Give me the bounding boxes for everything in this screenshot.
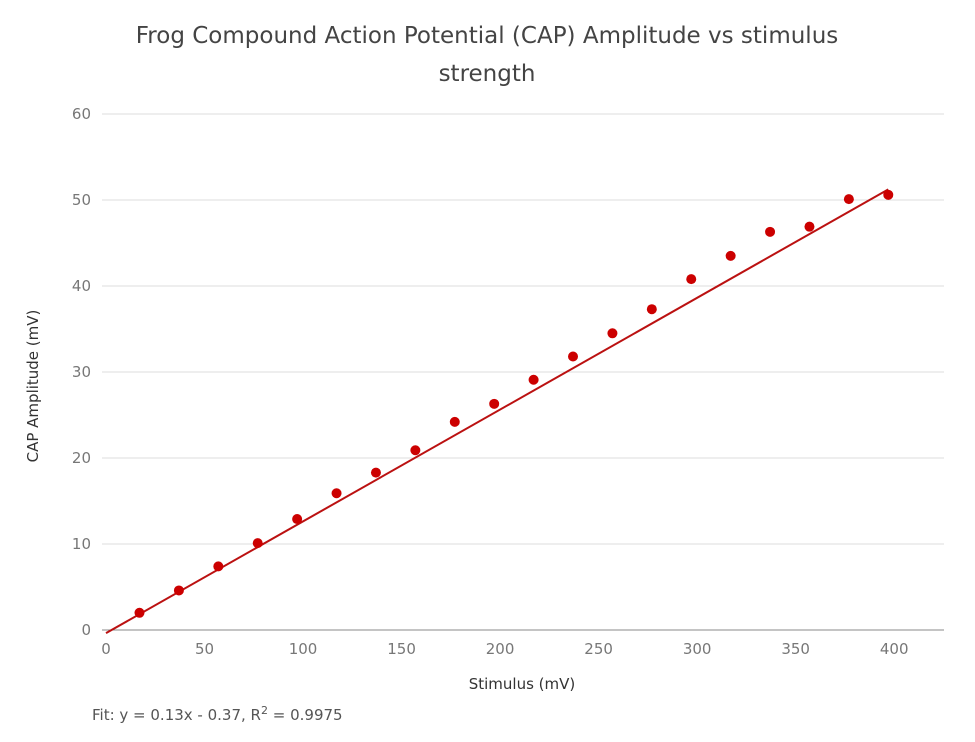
gridlines: [102, 113, 944, 545]
y-tick-label: 20: [72, 449, 91, 467]
fit-annotation: Fit: y = 0.13x - 0.37, R2 = 0.9975: [92, 704, 343, 724]
data-point: [765, 226, 776, 237]
data-point: [410, 445, 421, 456]
x-tick-label: 50: [195, 640, 214, 658]
chart-title-line-2: strength: [439, 61, 536, 87]
data-point: [725, 250, 736, 261]
y-tick-label: 60: [72, 105, 91, 123]
data-point: [173, 585, 184, 596]
y-axis-ticks: 0 10 20 30 40 50 60: [72, 105, 91, 639]
x-tick-label: 0: [101, 640, 111, 658]
data-point: [252, 538, 263, 549]
x-axis-ticks: 0 50 100 150 200 250 300 350 400: [101, 640, 908, 658]
data-point: [686, 274, 697, 285]
y-tick-label: 30: [72, 363, 91, 381]
data-point: [213, 561, 224, 572]
y-axis-label: CAP Amplitude (mV): [24, 310, 42, 463]
y-tick-label: 0: [81, 621, 91, 639]
x-tick-label: 400: [880, 640, 909, 658]
x-tick-label: 300: [683, 640, 712, 658]
data-point: [528, 374, 539, 385]
data-point: [804, 221, 815, 232]
data-point: [568, 351, 579, 362]
fit-annotation-superscript: 2: [260, 704, 268, 717]
data-point: [607, 328, 618, 339]
x-tick-label: 250: [584, 640, 613, 658]
y-tick-label: 40: [72, 277, 91, 295]
fit-annotation-suffix: = 0.9975: [267, 706, 343, 724]
data-point: [449, 416, 460, 427]
chart-title-line-1: Frog Compound Action Potential (CAP) Amp…: [136, 23, 839, 49]
x-axis-label: Stimulus (mV): [469, 675, 576, 693]
data-point: [134, 607, 145, 618]
data-point: [292, 514, 303, 525]
data-point: [843, 194, 854, 205]
x-tick-label: 200: [486, 640, 515, 658]
x-tick-label: 350: [781, 640, 810, 658]
data-point: [370, 467, 381, 478]
data-point: [883, 189, 894, 200]
y-tick-label: 50: [72, 191, 91, 209]
y-tick-label: 10: [72, 535, 91, 553]
data-point: [489, 398, 500, 409]
fit-line: [105, 188, 889, 635]
fit-annotation-prefix: Fit: y = 0.13x - 0.37, R: [92, 706, 261, 724]
x-tick-label: 100: [289, 640, 318, 658]
x-tick-label: 150: [387, 640, 416, 658]
data-point: [646, 304, 657, 315]
data-point: [331, 488, 342, 499]
data-points: [134, 189, 894, 618]
